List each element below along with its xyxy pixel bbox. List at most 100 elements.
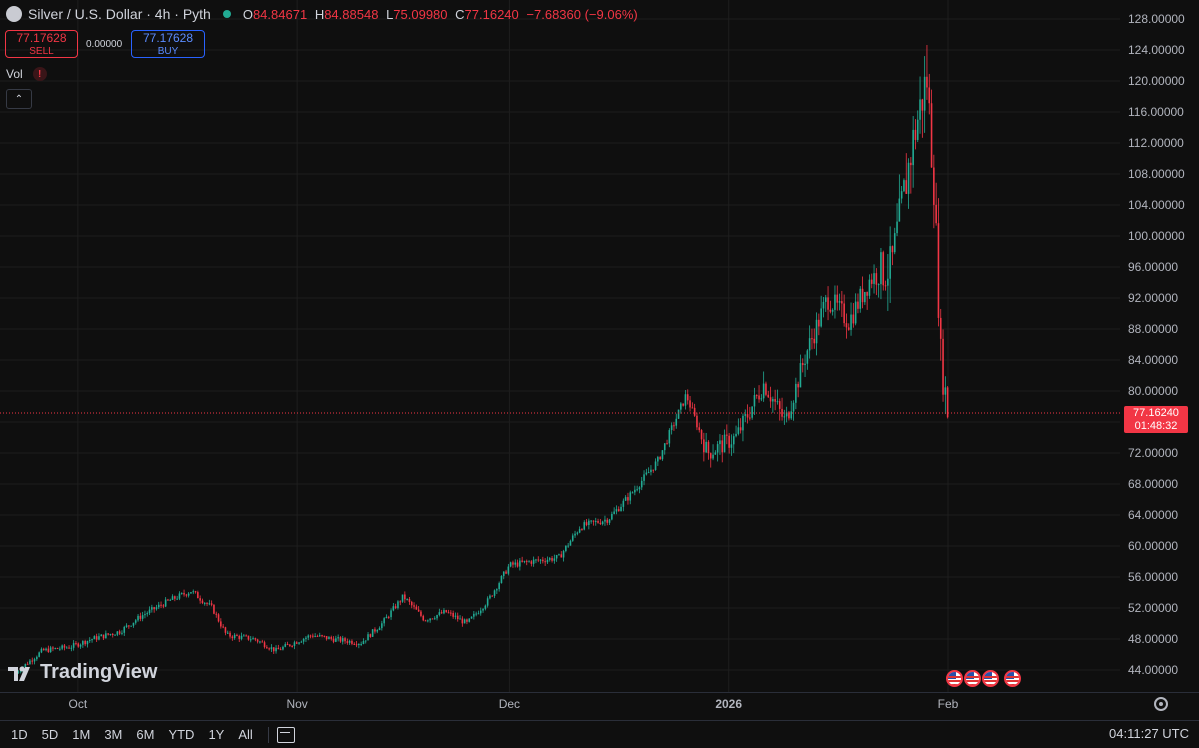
candle-body bbox=[877, 284, 880, 286]
sell-button[interactable]: 77.17628 SELL bbox=[5, 30, 78, 58]
candle-body bbox=[700, 430, 703, 440]
price-tick-label: 92.00000 bbox=[1128, 291, 1178, 305]
candle-body bbox=[942, 338, 944, 395]
candle-body bbox=[268, 648, 270, 650]
candle-body bbox=[921, 99, 924, 111]
candle-body bbox=[155, 607, 158, 610]
price-tick-label: 104.00000 bbox=[1128, 198, 1185, 212]
symbol-title[interactable]: Silver / U.S. Dollar · 4h · Pyth bbox=[28, 6, 211, 22]
candle-body bbox=[440, 612, 443, 614]
volume-indicator[interactable]: Vol ! bbox=[6, 67, 47, 81]
candle-body bbox=[682, 403, 684, 406]
candle-body bbox=[728, 435, 730, 448]
candle-body bbox=[146, 613, 149, 615]
candle-body bbox=[157, 604, 160, 608]
candle-body bbox=[783, 416, 786, 418]
candle-body bbox=[489, 595, 491, 599]
range-5d[interactable]: 5D bbox=[41, 727, 59, 742]
range-1y[interactable]: 1Y bbox=[208, 727, 225, 742]
range-6m[interactable]: 6M bbox=[136, 727, 155, 742]
candle-body bbox=[26, 663, 29, 665]
candle-body bbox=[914, 129, 917, 140]
candle-body bbox=[121, 632, 123, 634]
candle-body bbox=[160, 604, 162, 606]
price-chart[interactable]: 128.00000 124.00000 120.00000 116.00000 112.… bbox=[0, 0, 1199, 716]
candle-body bbox=[153, 607, 155, 610]
candle-body bbox=[17, 671, 20, 673]
candle-body bbox=[164, 599, 167, 607]
range-all[interactable]: All bbox=[238, 727, 253, 742]
warning-icon[interactable]: ! bbox=[32, 67, 47, 81]
symbol-legend: Silver / U.S. Dollar · 4h · Pyth O84.846… bbox=[6, 6, 638, 22]
candle-body bbox=[553, 558, 556, 561]
candle-body bbox=[452, 612, 454, 617]
tradingview-logo[interactable]: TradingView bbox=[8, 661, 157, 684]
candle-body bbox=[266, 647, 268, 649]
price-tick-label: 68.00000 bbox=[1128, 477, 1178, 491]
range-3m[interactable]: 3M bbox=[104, 727, 123, 742]
candle-body bbox=[588, 520, 590, 526]
range-1d[interactable]: 1D bbox=[11, 727, 28, 742]
candle-body bbox=[866, 291, 868, 296]
candle-body bbox=[542, 559, 544, 562]
toolbar-divider bbox=[267, 726, 269, 743]
candle-body bbox=[70, 647, 73, 649]
us-flag-icon[interactable] bbox=[946, 670, 963, 687]
candle-body bbox=[716, 444, 719, 453]
candle-body bbox=[141, 615, 144, 619]
candle-body bbox=[592, 520, 595, 522]
chart-settings-gear-icon[interactable] bbox=[1154, 697, 1168, 711]
candle-body bbox=[463, 619, 466, 624]
low-key: L bbox=[386, 6, 394, 22]
us-flag-icon[interactable] bbox=[1004, 670, 1021, 687]
close-value: 77.16240 bbox=[464, 6, 519, 22]
range-ytd[interactable]: YTD bbox=[168, 727, 195, 742]
price-tick-label: 120.00000 bbox=[1128, 74, 1185, 88]
candle-body bbox=[291, 645, 293, 647]
candle-body bbox=[643, 474, 645, 481]
candle-body bbox=[571, 535, 574, 541]
candle-body bbox=[795, 383, 797, 403]
candle-body bbox=[229, 632, 231, 637]
candle-body bbox=[210, 603, 213, 605]
candle-body bbox=[861, 288, 864, 303]
utc-clock[interactable]: 04:11:27 UTC bbox=[1109, 726, 1189, 741]
economic-events[interactable] bbox=[946, 670, 1021, 687]
candle-body bbox=[516, 562, 519, 567]
candle-body bbox=[852, 314, 855, 324]
candle-body bbox=[829, 309, 832, 312]
candle-body bbox=[491, 595, 494, 597]
candle-body bbox=[585, 522, 588, 526]
candle-body bbox=[620, 506, 622, 512]
collapse-legend-button[interactable]: ⌃ bbox=[6, 89, 32, 109]
candle-body bbox=[889, 246, 891, 279]
us-flag-icon[interactable] bbox=[964, 670, 981, 687]
candle-body bbox=[636, 489, 638, 491]
buy-button[interactable]: 77.17628 BUY bbox=[131, 30, 205, 58]
candle-body bbox=[659, 457, 661, 460]
candle-body bbox=[790, 411, 793, 419]
price-tick-label: 128.00000 bbox=[1128, 12, 1185, 26]
go-to-date-calendar-icon[interactable] bbox=[276, 726, 295, 743]
candle-body bbox=[325, 636, 328, 640]
candle-body bbox=[137, 615, 139, 621]
candle-body bbox=[383, 618, 385, 624]
candle-body bbox=[732, 436, 735, 445]
sell-label: SELL bbox=[29, 46, 54, 57]
silver-symbol-icon[interactable] bbox=[6, 6, 22, 22]
candle-body bbox=[532, 559, 535, 564]
candle-body bbox=[900, 191, 903, 199]
candle-body bbox=[72, 643, 75, 648]
candle-body bbox=[249, 639, 252, 641]
candle-body bbox=[176, 598, 178, 600]
range-1m[interactable]: 1M bbox=[72, 727, 91, 742]
candle-body bbox=[307, 635, 310, 638]
candle-body bbox=[916, 119, 919, 140]
candle-body bbox=[245, 635, 247, 637]
candle-body bbox=[647, 472, 650, 474]
candle-body bbox=[397, 601, 399, 609]
candle-body bbox=[192, 591, 195, 593]
candle-body bbox=[82, 641, 84, 645]
us-flag-icon[interactable] bbox=[982, 670, 999, 687]
candle-body bbox=[845, 323, 848, 328]
